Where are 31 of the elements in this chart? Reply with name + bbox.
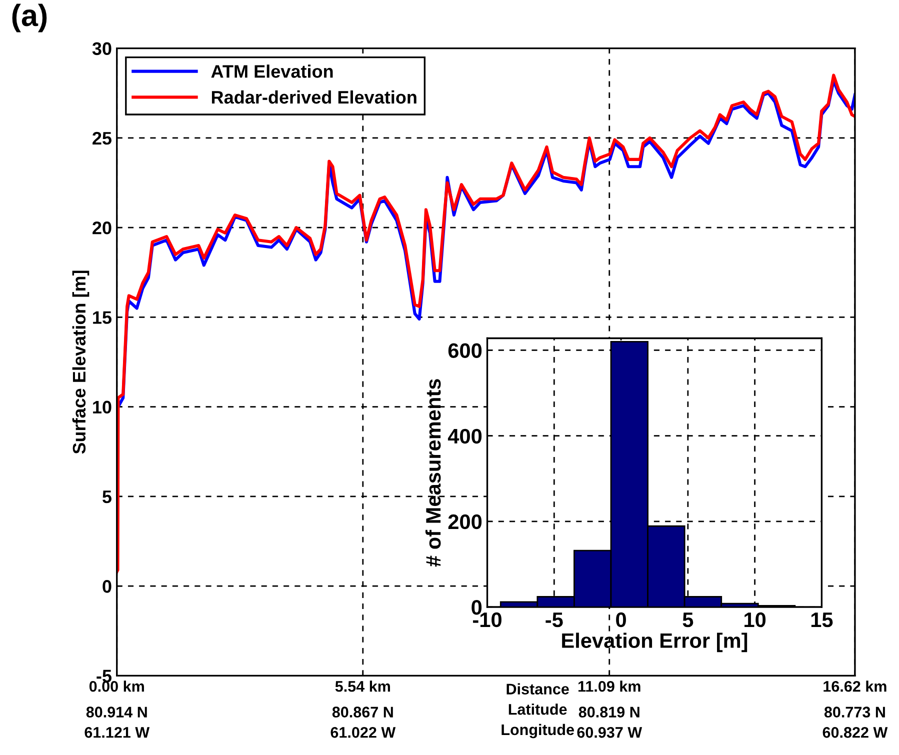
y-tick-label: -5 <box>96 670 112 682</box>
text: 80.773 N 60.822 W <box>822 706 888 738</box>
y-tick-label: 30 <box>92 42 112 56</box>
text: 80.867 N 61.022 W <box>330 706 396 738</box>
chart-title: (a) <box>12 4 47 32</box>
x-axis-title: Elevation Error [m] <box>562 632 748 652</box>
y-tick-label: 15 <box>93 311 112 324</box>
x-tick-label: 10 <box>744 612 766 628</box>
y-tick-label: 25 <box>92 132 112 145</box>
text: 80.914 N 61.121 W <box>84 706 150 738</box>
y-tick-label: 0 <box>102 580 112 593</box>
y-tick-label: 20 <box>92 222 112 234</box>
y-tick-label: 400 <box>448 428 482 444</box>
x-tick-label: 15 <box>811 612 833 628</box>
x-tick-label: 5.54 km <box>335 680 390 692</box>
x-tick-label: 16.62 km <box>824 680 886 692</box>
legend-label: Radar-derived Elevation <box>212 90 416 104</box>
x-tick-label: -5 <box>546 612 563 628</box>
x-tick-label: 0 <box>616 612 626 628</box>
y-axis-title: Surface Elevation [m] <box>72 270 90 454</box>
x-tick-label: 0.00 km <box>89 680 144 692</box>
x-tick-label: 5 <box>682 612 694 628</box>
y-axis-title: # of Measurements <box>425 379 441 567</box>
text: Distance Latitude Longitude <box>502 683 574 738</box>
y-tick-label: 200 <box>448 514 482 530</box>
text: 80.819 N 60.937 W <box>577 706 642 738</box>
x-tick-label: 11.09 km <box>578 680 640 692</box>
y-tick-label: 600 <box>448 343 482 358</box>
y-tick-label: 10 <box>93 400 112 414</box>
y-tick-label: 5 <box>102 490 112 504</box>
legend-label: ATM Elevation <box>211 64 333 78</box>
